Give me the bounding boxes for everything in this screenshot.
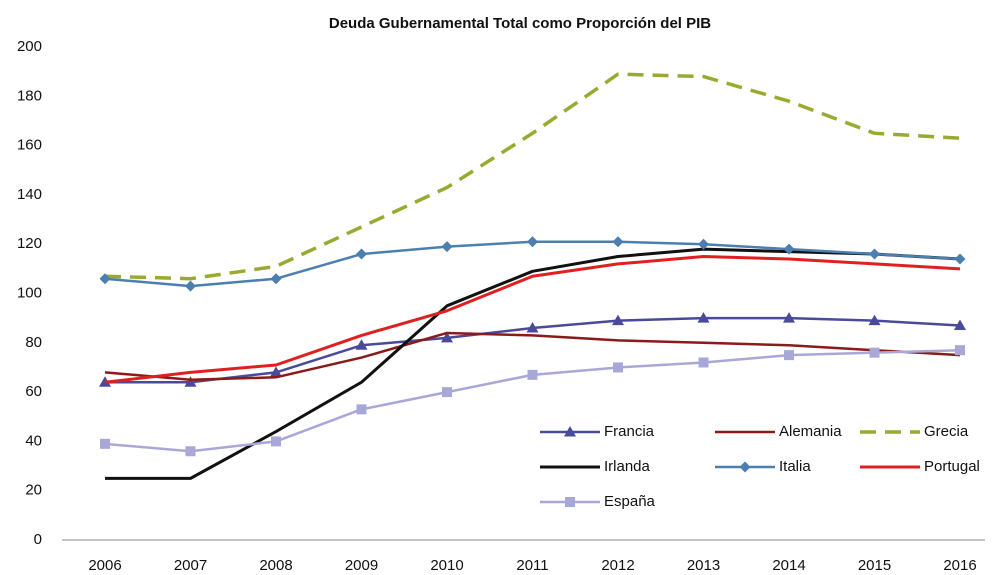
- marker: [356, 248, 367, 260]
- marker: [564, 426, 576, 437]
- marker: [783, 243, 795, 255]
- x-tick-label: 2012: [601, 557, 634, 574]
- y-tick-label: 0: [34, 531, 42, 548]
- x-tick-label: 2014: [772, 557, 805, 574]
- series-line: [104, 331, 961, 382]
- x-tick-label: 2015: [858, 557, 891, 574]
- series-line: [104, 72, 961, 281]
- marker: [613, 362, 623, 373]
- marker: [612, 314, 624, 326]
- marker: [442, 387, 452, 398]
- marker: [698, 238, 709, 250]
- marker: [100, 438, 110, 449]
- marker: [869, 347, 880, 358]
- x-tick-label: 2009: [345, 557, 378, 574]
- marker: [784, 350, 794, 361]
- marker: [954, 319, 966, 331]
- chart-title: Deuda Gubernamental Total como Proporció…: [329, 15, 711, 32]
- marker: [527, 236, 538, 248]
- marker: [270, 273, 282, 285]
- y-tick-label: 200: [17, 38, 42, 55]
- marker: [271, 436, 281, 447]
- y-tick-label: 40: [25, 432, 42, 449]
- marker: [698, 357, 709, 368]
- series-line: [104, 240, 961, 288]
- marker: [954, 253, 966, 265]
- legend-label: Alemania: [779, 423, 842, 440]
- x-tick-label: 2006: [88, 557, 121, 574]
- marker: [99, 273, 111, 285]
- marker: [955, 345, 965, 356]
- x-tick-label: 2011: [516, 557, 548, 574]
- x-tick-label: 2010: [430, 557, 463, 574]
- marker: [783, 312, 795, 323]
- y-tick-label: 180: [17, 87, 42, 104]
- marker: [869, 248, 880, 260]
- marker: [565, 497, 575, 507]
- marker: [441, 331, 453, 343]
- series-line: [104, 255, 961, 384]
- y-tick-label: 120: [17, 235, 42, 252]
- x-tick-label: 2013: [687, 557, 720, 574]
- marker: [355, 339, 368, 350]
- legend-label: Irlanda: [604, 458, 651, 475]
- marker: [527, 369, 538, 380]
- y-tick-label: 60: [25, 383, 42, 400]
- marker: [441, 241, 453, 253]
- legend-label: Francia: [604, 423, 655, 440]
- legend-label: Grecia: [924, 423, 969, 440]
- x-tick-label: 2008: [259, 557, 292, 574]
- marker: [612, 236, 624, 248]
- marker: [185, 446, 196, 457]
- y-tick-label: 20: [25, 482, 42, 499]
- marker: [697, 312, 710, 323]
- marker: [739, 461, 751, 473]
- y-tick-label: 160: [17, 137, 42, 154]
- marker: [184, 376, 197, 387]
- y-tick-label: 140: [17, 186, 42, 203]
- marker: [185, 280, 196, 292]
- legend-label: Portugal: [924, 458, 980, 475]
- y-tick-label: 100: [17, 284, 42, 301]
- marker: [356, 404, 367, 415]
- marker: [526, 322, 539, 333]
- y-tick-label: 80: [25, 334, 42, 351]
- marker: [270, 366, 282, 377]
- x-tick-label: 2007: [174, 557, 207, 574]
- x-tick-label: 2016: [943, 557, 976, 574]
- legend-label: Italia: [779, 458, 811, 475]
- marker: [868, 314, 881, 326]
- series-line: [105, 247, 961, 480]
- legend-label: España: [604, 493, 656, 510]
